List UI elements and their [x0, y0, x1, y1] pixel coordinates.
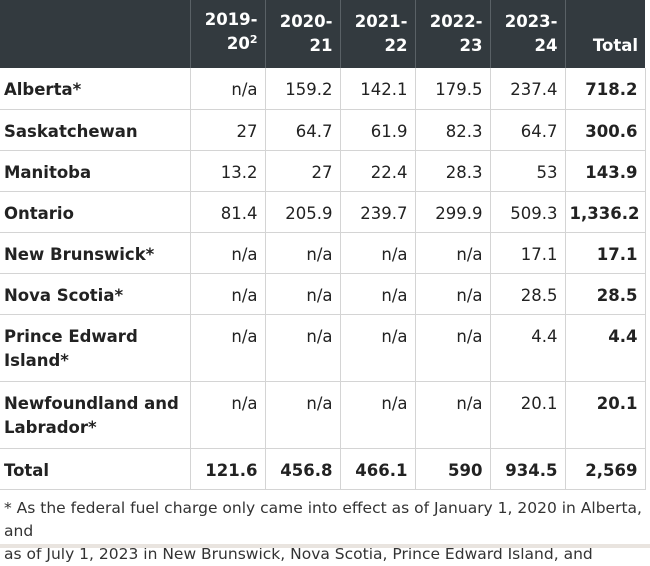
table-cell: n/a: [339, 380, 416, 449]
table-cell: n/a: [189, 272, 266, 315]
table-cell: 20.1: [489, 380, 566, 449]
table-cell: 27: [264, 149, 341, 192]
table-cell: 466.1: [339, 447, 416, 490]
table-cell: n/a: [339, 313, 416, 382]
table-cell: 4.4: [489, 313, 566, 382]
row-total: 4.4: [564, 313, 646, 382]
table-cell: 61.9: [339, 108, 416, 151]
table-cell: 121.6: [189, 447, 266, 490]
table-cell: 590: [414, 447, 491, 490]
row-label: Ontario: [0, 190, 191, 233]
header-cell-province: [0, 0, 191, 68]
table-cell: n/a: [189, 313, 266, 382]
row-label: Newfoundland and Labrador*: [0, 380, 191, 449]
header-cell-2019-20: 2019- 202: [190, 0, 266, 68]
table-cell: 934.5: [489, 447, 566, 490]
table-cell: 28.5: [489, 272, 566, 315]
row-total: 20.1: [564, 380, 646, 449]
table-cell: n/a: [189, 68, 266, 110]
header-cell-total: Total: [565, 0, 645, 68]
table-cell: 22.4: [339, 149, 416, 192]
row-total: 17.1: [564, 231, 646, 274]
table-row-nova-scotia: Nova Scotia* n/a n/a n/a n/a 28.5 28.5: [0, 272, 646, 315]
table-row-manitoba: Manitoba 13.2 27 22.4 28.3 53 143.9: [0, 149, 646, 192]
table-cell: n/a: [414, 313, 491, 382]
table-cell: 237.4: [489, 68, 566, 110]
table-row-newfoundland-labrador: Newfoundland and Labrador* n/a n/a n/a n/…: [0, 380, 646, 449]
table-cell: 81.4: [189, 190, 266, 233]
row-label: Saskatchewan: [0, 108, 191, 151]
table-row-prince-edward-island: Prince Edward Island* n/a n/a n/a n/a 4.4…: [0, 313, 646, 382]
table-row-ontario: Ontario 81.4 205.9 239.7 299.9 509.3 1,3…: [0, 190, 646, 233]
header-cell-2021-22: 2021- 22: [340, 0, 416, 68]
row-label: Alberta*: [0, 68, 191, 110]
table-cell: n/a: [189, 231, 266, 274]
table-row-new-brunswick: New Brunswick* n/a n/a n/a n/a 17.1 17.1: [0, 231, 646, 274]
row-total: 718.2: [564, 68, 646, 110]
table-cell: 179.5: [414, 68, 491, 110]
table-cell: 64.7: [489, 108, 566, 151]
footnote-marker: 2: [249, 33, 258, 46]
header-row: 2019- 202 2020- 21 2021- 22 2022- 23 2023- 24…: [0, 0, 645, 68]
header-cell-2023-24: 2023- 24: [490, 0, 566, 68]
table-cell: n/a: [264, 313, 341, 382]
table-cell: 142.1: [339, 68, 416, 110]
row-total: 28.5: [564, 272, 646, 315]
table-cell: n/a: [414, 380, 491, 449]
row-total: 2,569: [564, 447, 646, 490]
table-cell: 299.9: [414, 190, 491, 233]
table-row-total: Total 121.6 456.8 466.1 590 934.5 2,569: [0, 447, 646, 490]
table-row-alberta: Alberta* n/a 159.2 142.1 179.5 237.4 718…: [0, 68, 646, 110]
row-label: Manitoba: [0, 149, 191, 192]
table-cell: n/a: [264, 380, 341, 449]
table-cell: 239.7: [339, 190, 416, 233]
table-cell: 82.3: [414, 108, 491, 151]
table-cell: 53: [489, 149, 566, 192]
table-cell: n/a: [339, 272, 416, 315]
table-cell: n/a: [264, 231, 341, 274]
footnote-line: * As the federal fuel charge only came i…: [4, 499, 642, 540]
page-edge: [0, 544, 650, 548]
table-cell: 159.2: [264, 68, 341, 110]
table-cell: 509.3: [489, 190, 566, 233]
table-cell: 64.7: [264, 108, 341, 151]
table-cell: n/a: [339, 231, 416, 274]
table-cell: n/a: [264, 272, 341, 315]
row-total: 143.9: [564, 149, 646, 192]
row-total: 300.6: [564, 108, 646, 151]
row-label: Prince Edward Island*: [0, 313, 191, 382]
table-row-saskatchewan: Saskatchewan 27 64.7 61.9 82.3 64.7 300.…: [0, 108, 646, 151]
row-total: 1,336.2: [564, 190, 646, 233]
row-label: New Brunswick*: [0, 231, 191, 274]
table-cell: n/a: [414, 231, 491, 274]
fuel-charge-table: 2019- 202 2020- 21 2021- 22 2022- 23 2023- 24…: [0, 0, 646, 490]
table-cell: 456.8: [264, 447, 341, 490]
footnote: * As the federal fuel charge only came i…: [4, 497, 644, 566]
table-cell: 17.1: [489, 231, 566, 274]
table-cell: n/a: [414, 272, 491, 315]
row-label: Nova Scotia*: [0, 272, 191, 315]
table-cell: 205.9: [264, 190, 341, 233]
table-cell: 13.2: [189, 149, 266, 192]
row-label: Total: [0, 447, 191, 490]
table-cell: 28.3: [414, 149, 491, 192]
header-cell-2020-21: 2020- 21: [265, 0, 341, 68]
table-cell: n/a: [189, 380, 266, 449]
header-cell-2022-23: 2022- 23: [415, 0, 491, 68]
table-cell: 27: [189, 108, 266, 151]
